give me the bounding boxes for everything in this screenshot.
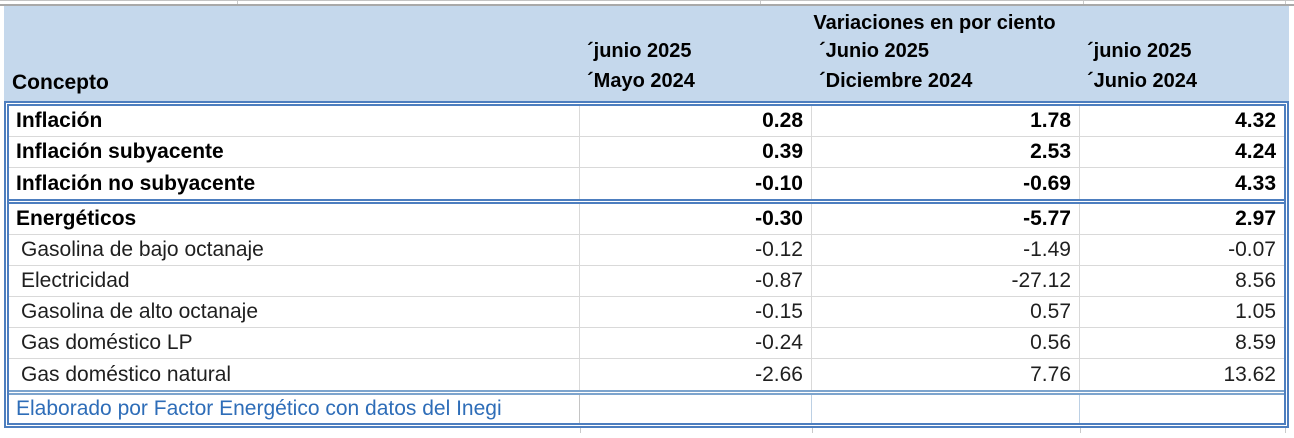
value-cell[interactable]: 0.57 [812, 297, 1080, 327]
concept-cell[interactable]: Gas doméstico natural [9, 359, 580, 390]
value-cell[interactable]: 0.28 [580, 106, 812, 136]
table-row: Gasolina de bajo octanaje -0.12 -1.49 -0… [9, 235, 1284, 266]
concept-cell[interactable]: Gas doméstico LP [9, 328, 580, 358]
table-title: Variaciones en por ciento [813, 11, 1056, 34]
period-header-jun25-dec24[interactable]: ´Junio 2025 ´Diciembre 2024 [812, 34, 1080, 101]
concept-cell[interactable]: Gasolina de alto octanaje [9, 297, 580, 327]
table-row: Inflación 0.28 1.78 4.32 [9, 106, 1284, 137]
inflation-summary-block: Inflación 0.28 1.78 4.32 Inflación subya… [9, 106, 1284, 204]
concept-cell[interactable]: Inflación subyacente [9, 137, 580, 167]
value-cell[interactable]: -0.69 [812, 168, 1080, 199]
gridline-tick [1285, 428, 1286, 433]
period-line2: ´Diciembre 2024 [819, 70, 973, 92]
energy-block: Energéticos -0.30 -5.77 2.97 Gasolina de… [9, 204, 1284, 390]
gridline-tick [580, 428, 581, 433]
table-body: Inflación 0.28 1.78 4.32 Inflación subya… [4, 101, 1289, 428]
value-cell[interactable]: 1.78 [812, 106, 1080, 136]
empty-cell[interactable] [812, 395, 1080, 423]
value-cell[interactable]: 0.56 [812, 328, 1080, 358]
period-headers: ´junio 2025 ´Mayo 2024 ´Junio 2025 ´Dici… [580, 34, 1289, 101]
value-cell[interactable]: -0.87 [580, 266, 812, 296]
value-cell[interactable]: 0.39 [580, 137, 812, 167]
value-cell[interactable]: 2.53 [812, 137, 1080, 167]
value-cell[interactable]: -5.77 [812, 204, 1080, 234]
empty-cell[interactable] [1080, 395, 1284, 423]
value-cell[interactable]: -0.30 [580, 204, 812, 234]
gridline-tick [237, 1, 238, 4]
concept-cell[interactable]: Gasolina de bajo octanaje [9, 235, 580, 265]
table-header: Concepto Variaciones en por ciento ´juni… [4, 6, 1289, 101]
period-line1: ´Junio 2025 [819, 40, 930, 62]
gridline-tick [1083, 1, 1084, 4]
concept-cell[interactable]: Inflación no subyacente [9, 168, 580, 199]
sheet-row-below [0, 428, 1294, 433]
value-cell[interactable]: -27.12 [812, 266, 1080, 296]
value-cell[interactable]: 4.24 [1235, 140, 1276, 163]
empty-cell[interactable] [580, 395, 812, 423]
period-line1: ´junio 2025 [1087, 40, 1192, 62]
table-row: Electricidad -0.87 -27.12 8.56 [9, 266, 1284, 297]
source-row: Elaborado por Factor Energético con dato… [9, 390, 1284, 423]
source-note[interactable]: Elaborado por Factor Energético con dato… [9, 395, 580, 423]
value-cell[interactable]: -1.49 [812, 235, 1080, 265]
period-line1: ´junio 2025 [587, 40, 692, 62]
value-cell[interactable]: -0.07 [1228, 238, 1276, 261]
period-line2: ´Junio 2024 [1087, 70, 1198, 92]
concept-cell[interactable]: Electricidad [9, 266, 580, 296]
gridline-tick [1080, 428, 1081, 433]
table-row: Inflación subyacente 0.39 2.53 4.24 [9, 137, 1284, 168]
period-header-jun25-may24[interactable]: ´junio 2025 ´Mayo 2024 [580, 34, 812, 101]
concept-column-header[interactable]: Concepto [4, 6, 580, 101]
period-line2: ´Mayo 2024 [587, 70, 695, 92]
value-cell[interactable]: 2.97 [1235, 207, 1276, 230]
table-row: Inflación no subyacente -0.10 -0.69 4.33 [9, 168, 1284, 199]
gridline-tick [812, 428, 813, 433]
table-row: Gas doméstico natural -2.66 7.76 13.62 [9, 359, 1284, 390]
value-cell[interactable]: 8.56 [1235, 269, 1276, 292]
value-cell[interactable]: 1.05 [1235, 300, 1276, 323]
table-row: Gas doméstico LP -0.24 0.56 8.59 [9, 328, 1284, 359]
value-cell[interactable]: 8.59 [1235, 331, 1276, 354]
value-cell[interactable]: -0.10 [580, 168, 812, 199]
table-row: Energéticos -0.30 -5.77 2.97 [9, 204, 1284, 235]
value-cell[interactable]: 13.62 [1223, 362, 1276, 386]
table-row: Gasolina de alto octanaje -0.15 0.57 1.0… [9, 297, 1284, 328]
gridline-tick [1285, 1, 1286, 4]
value-cell[interactable]: 4.33 [1235, 171, 1276, 195]
variation-columns-header: Variaciones en por ciento ´junio 2025 ´M… [580, 6, 1289, 101]
value-cell[interactable]: -0.24 [580, 328, 812, 358]
value-cell[interactable]: 7.76 [812, 359, 1080, 390]
concept-cell[interactable]: Energéticos [9, 204, 580, 234]
value-cell[interactable]: -0.15 [580, 297, 812, 327]
value-cell[interactable]: -2.66 [580, 359, 812, 390]
gridline-tick [760, 1, 761, 4]
period-header-jun25-jun24[interactable]: ´junio 2025 ´Junio 2024 [1080, 34, 1289, 101]
sheet-row-above [0, 0, 1294, 6]
concept-cell[interactable]: Inflación [9, 106, 580, 136]
value-cell[interactable]: 4.32 [1235, 109, 1276, 132]
value-cell[interactable]: -0.12 [580, 235, 812, 265]
concept-header-label: Concepto [12, 71, 109, 94]
